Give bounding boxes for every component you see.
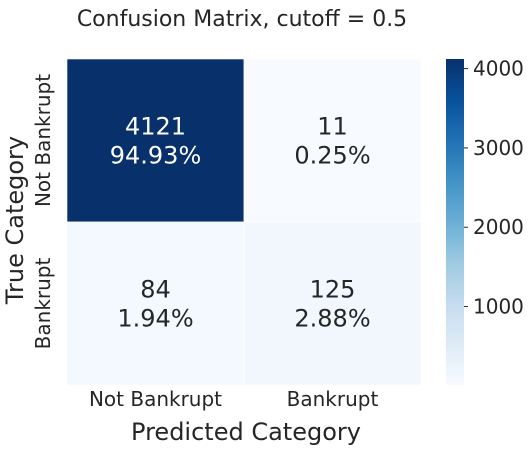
- cell-count-label: 11: [317, 113, 348, 141]
- colorbar: [446, 59, 464, 385]
- y-tick-label: Bankrupt: [31, 258, 55, 350]
- x-tick-labels: Not Bankrupt Bankrupt: [89, 387, 379, 411]
- colorbar-tick-label: 4000: [473, 57, 524, 81]
- cell-count-label: 84: [140, 276, 171, 304]
- chart-title: Confusion Matrix, cutoff = 0.5: [77, 7, 407, 32]
- colorbar-tick-label: 2000: [473, 215, 524, 239]
- x-axis-label: Predicted Category: [131, 418, 361, 446]
- cell-percent-label: 0.25%: [294, 142, 370, 170]
- cell-percent-label: 94.93%: [110, 142, 202, 170]
- cell-percent-label: 2.88%: [294, 305, 370, 333]
- cell-count-label: 4121: [125, 113, 186, 141]
- heatmap-cell: [243, 58, 422, 223]
- colorbar-ticks: 1000 2000 3000 4000: [464, 57, 524, 319]
- colorbar-tick-label: 1000: [473, 295, 524, 319]
- heatmap-cell: [66, 221, 245, 386]
- y-tick-label: Not Bankrupt: [31, 74, 55, 207]
- heatmap-cell: [66, 58, 245, 223]
- x-tick-label: Not Bankrupt: [89, 387, 222, 411]
- heatmap-cell: [243, 221, 422, 386]
- x-tick-label: Bankrupt: [287, 387, 379, 411]
- y-tick-labels: Not Bankrupt Bankrupt: [31, 74, 55, 350]
- cell-count-label: 125: [310, 276, 356, 304]
- colorbar-tick-label: 3000: [473, 136, 524, 160]
- y-axis-label: True Category: [1, 136, 29, 305]
- cell-percent-label: 1.94%: [117, 305, 193, 333]
